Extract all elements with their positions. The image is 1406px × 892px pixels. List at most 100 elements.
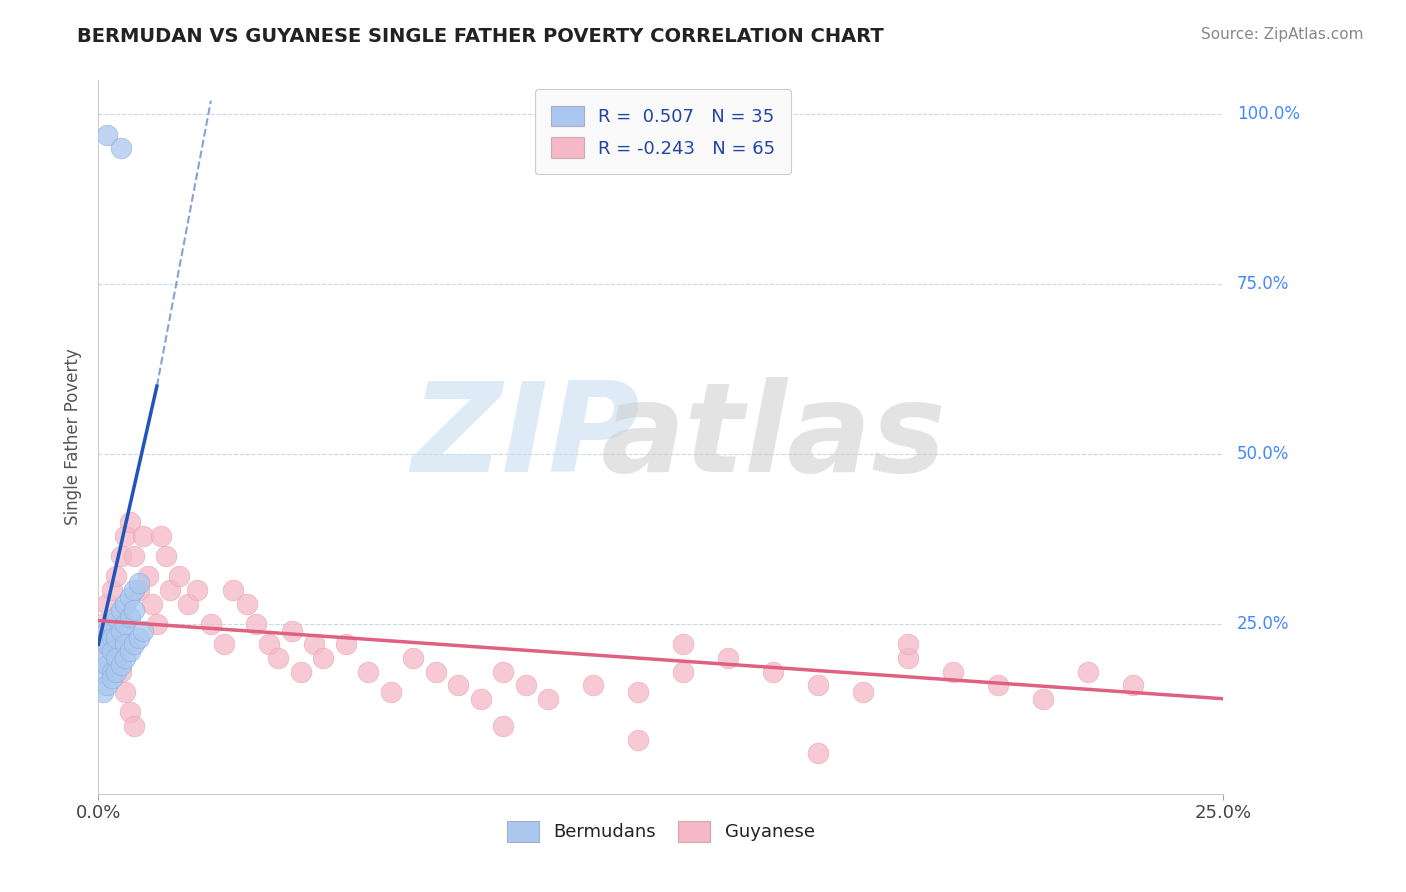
Point [627, 732, 650, 747]
Point [128, 582, 150, 597]
Point [114, 617, 136, 632]
Point [91, 685, 114, 699]
Point [1122, 678, 1144, 692]
Point [312, 651, 335, 665]
Text: BERMUDAN VS GUYANESE SINGLE FATHER POVERTY CORRELATION CHART: BERMUDAN VS GUYANESE SINGLE FATHER POVER… [77, 27, 884, 45]
Point [124, 549, 146, 563]
Point [136, 569, 159, 583]
Point [96, 657, 118, 672]
Point [236, 597, 259, 611]
Point [105, 569, 128, 583]
Point [200, 617, 222, 632]
Point [582, 678, 605, 692]
Point [114, 528, 136, 542]
Point [807, 746, 830, 760]
Point [124, 582, 146, 597]
Point [96, 637, 118, 651]
Point [110, 603, 132, 617]
Legend: Bermudans, Guyanese: Bermudans, Guyanese [492, 806, 830, 856]
Point [91, 617, 114, 632]
Point [259, 637, 281, 651]
Point [118, 590, 141, 604]
Text: 75.0%: 75.0% [1237, 275, 1289, 293]
Point [267, 651, 290, 665]
Point [807, 678, 830, 692]
Point [91, 637, 114, 651]
Point [101, 631, 124, 645]
Point [110, 665, 132, 679]
Point [335, 637, 357, 651]
Point [105, 631, 128, 645]
Point [132, 528, 155, 542]
Point [96, 128, 118, 142]
Text: 25.0%: 25.0% [1237, 615, 1289, 633]
Point [105, 610, 128, 624]
Point [155, 549, 177, 563]
Point [672, 637, 695, 651]
Point [159, 582, 181, 597]
Point [150, 528, 173, 542]
Point [141, 597, 163, 611]
Point [852, 685, 875, 699]
Point [169, 569, 191, 583]
Point [357, 665, 380, 679]
Point [128, 631, 150, 645]
Point [245, 617, 267, 632]
Point [1032, 691, 1054, 706]
Point [177, 597, 200, 611]
Point [114, 597, 136, 611]
Point [114, 637, 136, 651]
Point [281, 624, 304, 638]
Point [492, 665, 515, 679]
Point [105, 651, 128, 665]
Point [124, 637, 146, 651]
Point [110, 657, 132, 672]
Point [186, 582, 208, 597]
Point [124, 603, 146, 617]
Point [447, 678, 470, 692]
Point [118, 515, 141, 529]
Point [627, 685, 650, 699]
Point [214, 637, 236, 651]
Point [118, 706, 141, 720]
Point [110, 549, 132, 563]
Point [492, 719, 515, 733]
Y-axis label: Single Father Poverty: Single Father Poverty [63, 349, 82, 525]
Point [91, 665, 114, 679]
Point [128, 576, 150, 591]
Point [118, 610, 141, 624]
Text: 50.0%: 50.0% [1237, 445, 1289, 463]
Point [101, 665, 124, 679]
Point [101, 644, 124, 658]
Point [96, 624, 118, 638]
Point [402, 651, 425, 665]
Point [132, 624, 155, 638]
Point [537, 691, 560, 706]
Point [942, 665, 965, 679]
Point [470, 691, 492, 706]
Point [897, 637, 920, 651]
Point [987, 678, 1010, 692]
Point [762, 665, 785, 679]
Text: atlas: atlas [600, 376, 946, 498]
Point [105, 665, 128, 679]
Point [101, 617, 124, 632]
Point [91, 651, 114, 665]
Point [110, 141, 132, 155]
Point [101, 582, 124, 597]
Point [717, 651, 740, 665]
Point [101, 671, 124, 685]
Point [124, 719, 146, 733]
Point [1077, 665, 1099, 679]
Point [290, 665, 312, 679]
Text: 100.0%: 100.0% [1237, 105, 1301, 123]
Point [96, 597, 118, 611]
Point [222, 582, 245, 597]
Point [672, 665, 695, 679]
Point [114, 651, 136, 665]
Point [96, 637, 118, 651]
Point [105, 651, 128, 665]
Text: ZIP: ZIP [412, 376, 640, 498]
Point [110, 624, 132, 638]
Point [146, 617, 169, 632]
